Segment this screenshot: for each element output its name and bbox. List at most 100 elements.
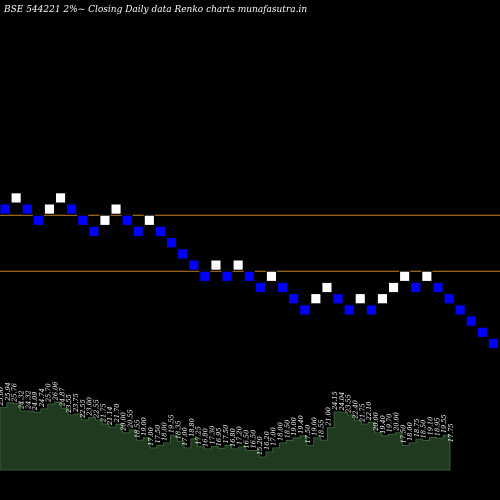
brick-up xyxy=(99,214,111,226)
volume-label: 18.55 xyxy=(133,419,141,438)
volume-label: 26.06 xyxy=(52,382,60,402)
volume-label: 17.50 xyxy=(154,425,162,444)
brick-up xyxy=(310,293,322,305)
reference-lines xyxy=(0,214,500,272)
volume-label: 16.95 xyxy=(215,428,223,447)
volume-label: 18.50 xyxy=(283,420,291,439)
brick-down xyxy=(243,270,255,282)
volume-label: 21.14 xyxy=(106,406,114,426)
volume-label: 16.20 xyxy=(263,431,271,450)
brick-down xyxy=(410,281,422,294)
volume-label: 23.75 xyxy=(72,393,80,413)
volume-label: 18.55 xyxy=(318,419,326,438)
volume-label: 22.55 xyxy=(93,399,101,419)
volume-label: 16.80 xyxy=(229,428,237,447)
volume-label: 24.15 xyxy=(331,391,339,411)
volume-label: 18.50 xyxy=(420,420,428,439)
volume-label: 17.50 xyxy=(222,425,230,444)
brick-down xyxy=(0,203,11,215)
volume-label: 17.00 xyxy=(147,427,155,446)
brick-down xyxy=(443,293,455,305)
brick-down xyxy=(221,270,233,282)
brick-down xyxy=(132,225,144,238)
volume-label: 16.50 xyxy=(249,430,257,449)
volume-labels: 25.0025.9425.7624.3224.3224.0924.7425.70… xyxy=(0,382,455,455)
brick-up xyxy=(354,293,366,305)
volume-label: 24.32 xyxy=(24,390,32,410)
brick-down xyxy=(188,259,200,271)
brick-up xyxy=(43,203,56,215)
volume-label: 20.55 xyxy=(127,409,135,429)
volume-label: 18.00 xyxy=(161,422,169,441)
brick-down xyxy=(476,326,488,338)
brick-down xyxy=(166,237,178,249)
volume-label: 18.80 xyxy=(188,418,196,437)
volume-label: 17.00 xyxy=(270,427,278,446)
brick-down xyxy=(254,281,266,294)
brick-up xyxy=(421,270,433,282)
volume-label: 19.40 xyxy=(297,415,305,434)
volume-label: 18.75 xyxy=(413,418,421,437)
volume-label: 19.00 xyxy=(290,417,298,436)
brick-up xyxy=(55,192,67,204)
volume-label: 25.00 xyxy=(0,387,5,407)
volume-label: 21.75 xyxy=(99,403,107,423)
volume-label: 18.95 xyxy=(433,417,441,436)
brick-up xyxy=(376,293,388,305)
brick-down xyxy=(343,304,355,316)
volume-label: 17.75 xyxy=(447,423,455,442)
volume-label: 19.10 xyxy=(427,417,435,436)
volume-label: 17.25 xyxy=(195,426,203,445)
volume-label: 22.55 xyxy=(79,399,87,419)
brick-down xyxy=(154,225,166,238)
brick-series xyxy=(0,192,500,361)
volume-label: 20.00 xyxy=(393,412,401,432)
volume-label: 19.55 xyxy=(168,414,176,433)
brick-down xyxy=(288,293,300,305)
volume-label: 23.55 xyxy=(65,394,73,414)
brick-up xyxy=(110,203,122,215)
volume-label: 21.00 xyxy=(324,407,332,427)
brick-up xyxy=(265,270,277,282)
brick-up xyxy=(321,281,333,294)
brick-down xyxy=(177,248,189,260)
volume-label: 25.70 xyxy=(45,383,53,403)
volume-label: 17.20 xyxy=(236,426,244,445)
brick-up xyxy=(388,281,400,294)
volume-label: 24.32 xyxy=(18,390,26,410)
volume-label: 20.00 xyxy=(120,412,128,432)
brick-up xyxy=(10,192,22,204)
volume-label: 25.76 xyxy=(11,383,19,403)
brick-down xyxy=(454,304,466,316)
brick-down xyxy=(365,304,377,316)
volume-label: 24.09 xyxy=(31,392,39,412)
brick-down xyxy=(32,214,44,226)
volume-label: 16.50 xyxy=(243,430,251,449)
volume-label: 19.40 xyxy=(379,415,387,434)
volume-label: 17.00 xyxy=(181,427,189,446)
brick-up xyxy=(210,259,222,271)
brick-down xyxy=(299,304,311,316)
volume-label: 19.55 xyxy=(440,414,448,433)
volume-label: 17.50 xyxy=(399,425,407,444)
volume-label: 15.20 xyxy=(256,436,264,455)
volume-label: 21.70 xyxy=(113,404,121,424)
volume-label: 20.00 xyxy=(372,412,380,432)
volume-label: 24.87 xyxy=(58,387,66,407)
volume-label: 23.55 xyxy=(345,394,353,414)
brick-down xyxy=(21,203,33,215)
volume-label: 19.00 xyxy=(140,417,148,436)
volume-label: 24.74 xyxy=(38,388,46,408)
volume-label: 17.50 xyxy=(304,425,312,444)
brick-up xyxy=(143,214,155,226)
volume-label: 24.04 xyxy=(338,392,346,412)
volume-label: 22.40 xyxy=(352,400,360,420)
brick-down xyxy=(66,203,78,215)
volume-area xyxy=(0,401,451,471)
chart-title: BSE 544221 2%~ Closing Daily data Renko … xyxy=(3,5,307,15)
volume-label: 19.70 xyxy=(386,414,394,433)
brick-down xyxy=(432,281,444,294)
brick-down xyxy=(487,337,499,350)
